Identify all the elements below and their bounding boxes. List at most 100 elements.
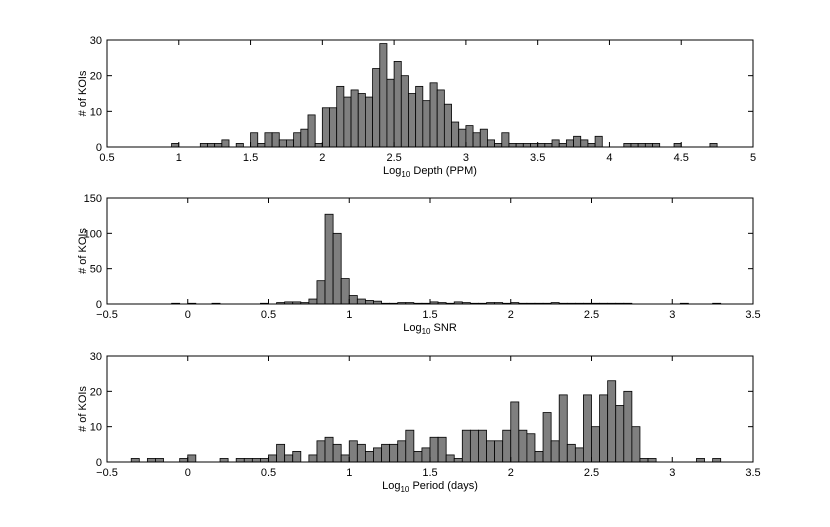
histogram-bar [607, 380, 617, 463]
histogram-bar [599, 394, 609, 463]
histogram-bar [437, 436, 447, 463]
x-tick-label: 4 [606, 152, 612, 164]
histogram-bar [364, 300, 374, 305]
histogram-bar [551, 139, 560, 148]
x-tick-label: 0.5 [261, 309, 276, 321]
histogram-bar [637, 143, 646, 148]
histogram-bar [587, 143, 596, 148]
x-tick-label: 2.5 [584, 309, 599, 321]
histogram-bar [472, 132, 481, 148]
y-tick-label: 30 [90, 351, 102, 363]
histogram-bar [405, 429, 415, 463]
y-tick-label: 20 [90, 71, 102, 83]
y-tick-label: 20 [90, 386, 102, 398]
y-tick-label: 0 [96, 142, 102, 154]
histogram-bar [518, 429, 528, 463]
histogram-bar [510, 401, 520, 463]
histogram-bar [502, 429, 512, 463]
x-tick-label: 2 [508, 467, 514, 479]
y-tick-label: 10 [90, 422, 102, 434]
histogram-bar [522, 143, 531, 148]
histogram-bar [583, 394, 592, 463]
histogram-bar [393, 61, 402, 148]
x-tick-label: 0 [185, 467, 191, 479]
x-tick-label: 3.5 [530, 152, 545, 164]
histogram-bar [324, 213, 334, 305]
histogram-bar [348, 440, 358, 463]
histogram-bar [187, 454, 197, 463]
histogram-bar [530, 143, 539, 148]
y-axis-label: # of KOIs [77, 386, 89, 432]
histogram-bar [534, 450, 544, 463]
histogram-bar [652, 143, 661, 148]
histogram-bar [566, 443, 576, 463]
histogram-bar [340, 278, 350, 305]
y-tick-label: 10 [90, 106, 102, 118]
histogram-bar [271, 132, 280, 148]
x-tick-label: 5 [750, 152, 756, 164]
histogram-bar [278, 139, 287, 148]
histogram-bar [644, 143, 653, 148]
histogram-bar [537, 143, 546, 148]
histogram-bar [293, 132, 302, 148]
y-axis-label: # of KOIs [77, 228, 89, 274]
histogram-bar [400, 75, 409, 148]
histogram-bar [314, 143, 323, 148]
histogram-bar [630, 143, 639, 148]
histogram-bar [386, 78, 395, 148]
y-axis-label: # of KOIs [77, 70, 89, 116]
histogram-bar [591, 426, 600, 463]
histogram-bar [458, 128, 467, 148]
axes-frame [106, 39, 754, 148]
histogram-bar [292, 450, 302, 463]
histogram-bar [544, 143, 553, 148]
histogram-bar [372, 68, 381, 148]
histogram-bar [469, 429, 479, 463]
histogram-bar [284, 454, 294, 463]
histogram-bar [260, 458, 269, 463]
histogram-bar [308, 454, 318, 463]
histogram-bar [329, 107, 338, 148]
histogram-bar [461, 429, 471, 463]
histogram-bar [421, 447, 431, 463]
x-tick-label: −0.5 [96, 467, 118, 479]
x-tick-label: 1.5 [243, 152, 258, 164]
histogram-bar [336, 85, 345, 148]
x-tick-label: 2 [508, 309, 514, 321]
x-tick-label: 2 [319, 152, 325, 164]
histogram-bar [429, 82, 438, 148]
x-tick-label: 1 [346, 467, 352, 479]
histogram-bar [214, 143, 223, 148]
x-tick-label: 3 [463, 152, 469, 164]
x-tick-label: 4.5 [674, 152, 689, 164]
histogram-bar [235, 143, 244, 148]
x-tick-label: 2.5 [584, 467, 599, 479]
histogram-bar [487, 139, 496, 148]
axes-frame [106, 197, 754, 305]
histogram-bar [709, 143, 718, 148]
histogram-bar [332, 232, 342, 305]
histogram-bar [397, 440, 407, 463]
histogram-bar [130, 458, 140, 463]
histogram-bar [526, 433, 536, 463]
histogram-bar [408, 93, 417, 148]
histogram-bar [321, 107, 330, 148]
histogram-bar [558, 394, 568, 463]
histogram-bar [251, 458, 261, 463]
histogram-bar [453, 458, 463, 463]
x-tick-label: 1.5 [422, 309, 437, 321]
histogram-bar [494, 440, 504, 463]
histogram-bar [647, 458, 657, 463]
histogram-bar [465, 125, 474, 148]
histogram-bar [324, 436, 334, 463]
histogram-bar [235, 458, 245, 463]
y-tick-label: 30 [90, 35, 102, 47]
x-tick-label: 1 [176, 152, 182, 164]
histogram-bar [221, 139, 230, 148]
histogram-bar [381, 443, 391, 463]
y-tick-label: 0 [96, 457, 102, 469]
histogram-bar [356, 298, 366, 305]
x-axis-label: Log10 Depth (PPM) [383, 165, 477, 179]
histogram-bar [264, 132, 273, 148]
